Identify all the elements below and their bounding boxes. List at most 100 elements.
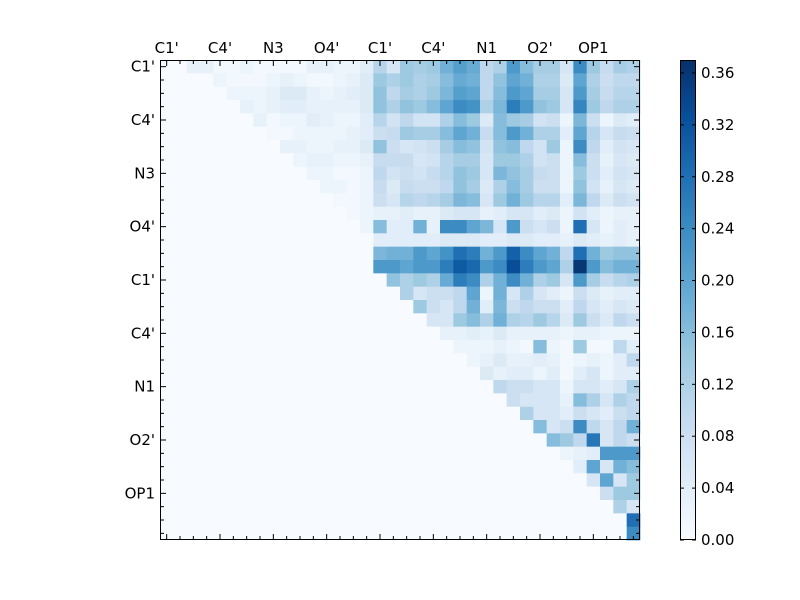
heatmap-cell bbox=[626, 153, 641, 168]
heatmap-cell bbox=[453, 180, 468, 194]
heatmap-cell bbox=[453, 113, 468, 128]
heatmap-cell bbox=[373, 100, 388, 114]
heatmap-cell bbox=[320, 273, 334, 288]
heatmap-cell bbox=[466, 273, 481, 288]
heatmap-cell bbox=[293, 433, 308, 448]
heatmap-cell bbox=[506, 246, 521, 261]
heatmap-cell bbox=[253, 460, 268, 474]
heatmap-cell bbox=[186, 180, 201, 194]
heatmap-cell bbox=[506, 193, 521, 208]
heatmap-cell bbox=[626, 526, 641, 541]
heatmap-cell bbox=[373, 140, 388, 154]
heatmap-cell bbox=[360, 473, 374, 488]
heatmap-cell bbox=[586, 526, 601, 541]
heatmap-cell bbox=[373, 406, 388, 421]
heatmap-cell bbox=[333, 273, 348, 288]
heatmap-cell bbox=[160, 180, 174, 194]
heatmap-cell bbox=[253, 433, 268, 448]
heatmap-cell bbox=[586, 286, 601, 301]
heatmap-cell bbox=[320, 60, 334, 74]
heatmap-cell bbox=[413, 420, 428, 434]
heatmap-cell bbox=[600, 126, 614, 141]
heatmap-cell bbox=[440, 100, 454, 114]
heatmap-cell bbox=[426, 500, 441, 514]
heatmap-cell bbox=[293, 166, 308, 181]
heatmap-cell bbox=[320, 140, 334, 154]
heatmap-cell bbox=[400, 486, 414, 501]
heatmap-cell bbox=[240, 460, 254, 474]
heatmap-cell bbox=[253, 313, 268, 328]
heatmap-cell bbox=[266, 513, 281, 528]
heatmap-cell bbox=[600, 180, 614, 194]
heatmap-cell bbox=[466, 206, 481, 221]
heatmap-cell bbox=[333, 460, 348, 474]
heatmap-cell bbox=[400, 86, 414, 101]
heatmap-cell bbox=[346, 126, 361, 141]
heatmap-cell bbox=[226, 513, 241, 528]
heatmap-cell bbox=[173, 486, 188, 501]
heatmap-cell bbox=[466, 140, 481, 154]
heatmap-cell bbox=[493, 340, 508, 354]
heatmap-cell bbox=[200, 340, 214, 354]
heatmap-cell bbox=[226, 460, 241, 474]
heatmap-cell bbox=[293, 153, 308, 168]
heatmap-cell bbox=[253, 113, 268, 128]
heatmap-cell bbox=[573, 260, 588, 274]
heatmap-cell bbox=[533, 526, 548, 541]
heatmap-cell bbox=[320, 73, 334, 88]
heatmap-cell bbox=[200, 273, 214, 288]
heatmap-cell bbox=[413, 233, 428, 248]
heatmap-cell bbox=[466, 180, 481, 194]
heatmap-cell bbox=[480, 180, 494, 194]
heatmap-cell bbox=[266, 73, 281, 88]
heatmap-cell bbox=[160, 340, 174, 354]
heatmap-cell bbox=[280, 460, 294, 474]
heatmap-cell bbox=[200, 206, 214, 221]
heatmap-cell bbox=[306, 420, 321, 434]
heatmap-cell bbox=[493, 73, 508, 88]
heatmap-cell bbox=[186, 513, 201, 528]
heatmap-cell bbox=[160, 260, 174, 274]
heatmap-cell bbox=[560, 313, 574, 328]
heatmap-cell bbox=[480, 473, 494, 488]
heatmap-cell bbox=[346, 86, 361, 101]
heatmap-cell bbox=[560, 140, 574, 154]
heatmap-cell bbox=[240, 326, 254, 341]
heatmap-cell bbox=[613, 193, 628, 208]
heatmap-cell bbox=[493, 500, 508, 514]
heatmap-cell bbox=[306, 366, 321, 381]
heatmap-cell bbox=[173, 100, 188, 114]
heatmap-cell bbox=[373, 73, 388, 88]
heatmap-cell bbox=[320, 246, 334, 261]
heatmap-cell bbox=[453, 313, 468, 328]
colorbar-ticks: 0.00 0.04 0.08 0.12 0.16 0.20 0.24 0.28 0.32 0.36 bbox=[680, 64, 734, 549]
heatmap-cell bbox=[480, 500, 494, 514]
heatmap-cell bbox=[293, 366, 308, 381]
heatmap-cell bbox=[600, 300, 614, 314]
heatmap-cell bbox=[533, 206, 548, 221]
heatmap-cell bbox=[440, 126, 454, 141]
heatmap-cell bbox=[586, 393, 601, 408]
heatmap-cell bbox=[520, 193, 534, 208]
heatmap-cell bbox=[493, 393, 508, 408]
heatmap-cell bbox=[440, 313, 454, 328]
heatmap-cell bbox=[520, 286, 534, 301]
heatmap-cell bbox=[613, 233, 628, 248]
heatmap-cell bbox=[226, 300, 241, 314]
heatmap-cell bbox=[293, 486, 308, 501]
heatmap-cell bbox=[506, 500, 521, 514]
heatmap-cell bbox=[293, 246, 308, 261]
heatmap-ticks bbox=[160, 60, 640, 540]
heatmap-cell bbox=[266, 486, 281, 501]
heatmap-cell bbox=[346, 486, 361, 501]
heatmap-cell bbox=[520, 473, 534, 488]
heatmap-cell bbox=[506, 353, 521, 368]
heatmap-cell bbox=[533, 246, 548, 261]
heatmap-cell bbox=[213, 473, 228, 488]
heatmap-cell bbox=[386, 340, 401, 354]
heatmap-cell bbox=[440, 433, 454, 448]
heatmap-cell bbox=[200, 446, 214, 461]
heatmap-cell bbox=[533, 473, 548, 488]
heatmap-cell bbox=[506, 206, 521, 221]
heatmap-cell bbox=[280, 393, 294, 408]
